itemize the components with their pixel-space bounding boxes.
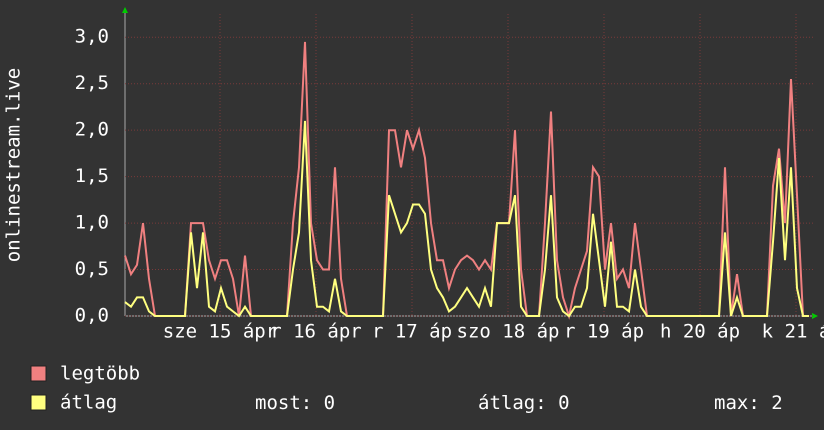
stat: max: 2 bbox=[714, 392, 783, 414]
y-tick-label: 1,0 bbox=[75, 212, 109, 234]
x-tick-label: r 19 áp bbox=[564, 321, 644, 343]
x-arrow bbox=[812, 313, 818, 319]
stat-value: 0 bbox=[558, 392, 569, 414]
stat-label: átlag: bbox=[478, 392, 547, 414]
x-tick-label: r 16 ápr bbox=[270, 321, 362, 343]
stat-value: 0 bbox=[324, 392, 335, 414]
series-line bbox=[124, 120, 809, 318]
stat: átlag: 0 bbox=[478, 392, 570, 414]
y-axis-label: onlinestream.live bbox=[3, 68, 25, 262]
legend-swatch bbox=[30, 365, 47, 382]
y-tick-label: 0,0 bbox=[75, 305, 109, 327]
y-tick-label: 2,5 bbox=[75, 72, 109, 94]
x-tick-label: r 17 áp bbox=[372, 321, 452, 343]
legend-label: átlag bbox=[60, 392, 117, 414]
y-tick-label: 3,0 bbox=[75, 26, 109, 48]
legend-label: legtöbb bbox=[60, 363, 140, 385]
y-arrow bbox=[122, 7, 128, 13]
legend-swatch bbox=[30, 394, 47, 411]
x-tick-label: sze 15 ápr bbox=[163, 321, 277, 343]
x-tick-label: szo 18 áp bbox=[457, 321, 560, 343]
stat-label: most: bbox=[255, 392, 312, 414]
x-tick-label: k 21 á bbox=[762, 321, 824, 343]
y-tick-label: 2,0 bbox=[75, 119, 109, 141]
stat: most: 0 bbox=[255, 392, 335, 414]
stat-label: max: bbox=[714, 392, 760, 414]
y-tick-label: 1,5 bbox=[75, 165, 109, 187]
stat-value: 2 bbox=[771, 392, 782, 414]
x-tick-label: h 20 áp bbox=[660, 321, 740, 343]
y-tick-label: 0,5 bbox=[75, 258, 109, 280]
